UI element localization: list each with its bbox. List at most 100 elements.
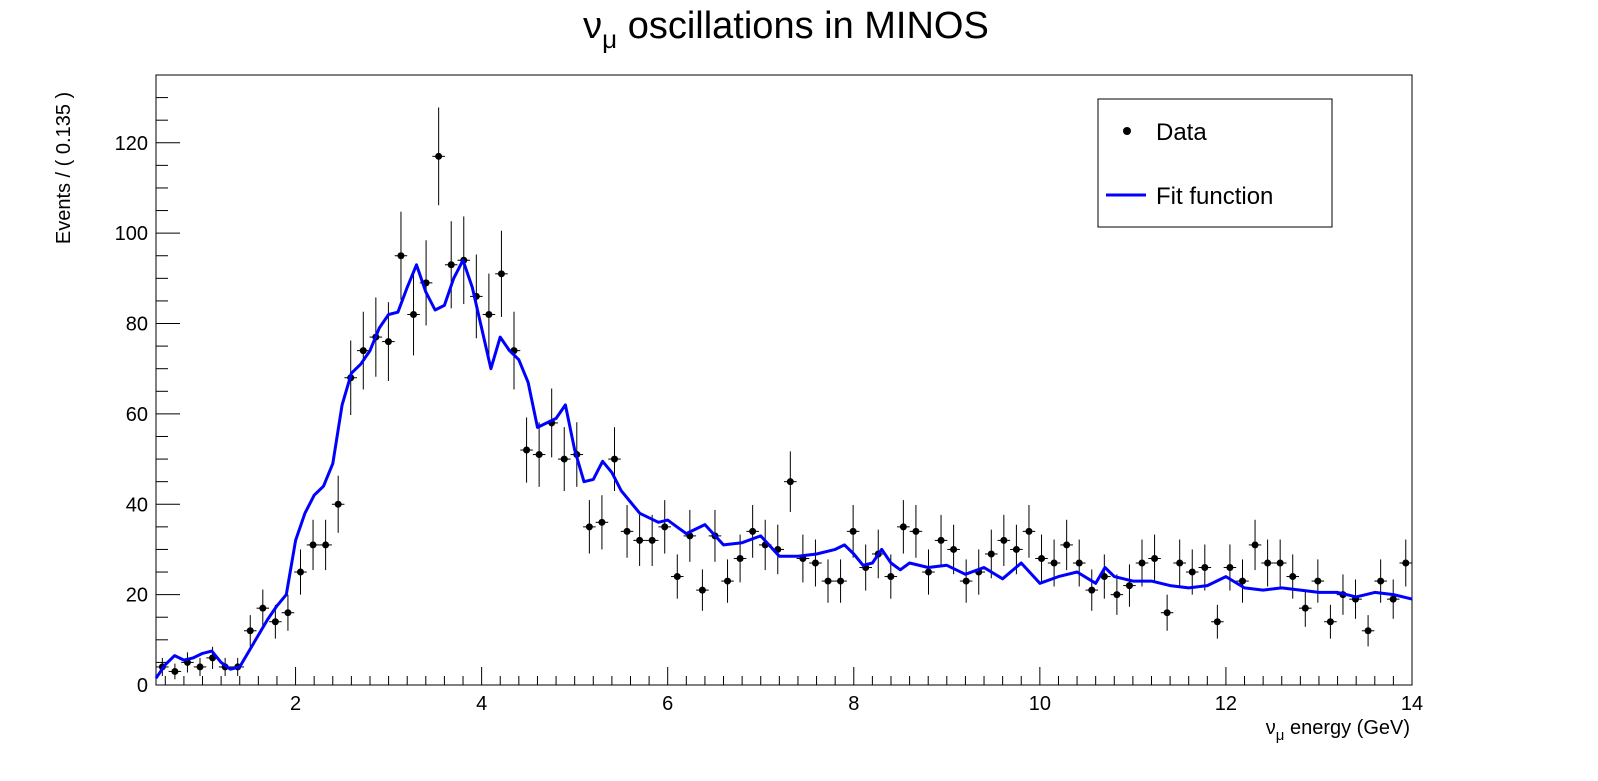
data-marker: [987, 550, 995, 558]
data-point: [482, 273, 496, 356]
data-point: [168, 663, 182, 680]
data-point: [306, 519, 320, 571]
title-nu: ν: [583, 5, 602, 47]
data-marker: [259, 604, 267, 612]
data-marker: [296, 568, 304, 576]
data-marker: [435, 152, 443, 160]
data-point: [834, 559, 847, 603]
data-marker: [950, 545, 958, 553]
data-marker: [636, 536, 644, 544]
legend-fit-label: Fit function: [1156, 183, 1273, 210]
data-marker: [937, 536, 945, 544]
data-point: [683, 509, 697, 562]
data-marker: [309, 541, 317, 549]
y-tick-label: 20: [126, 585, 148, 607]
data-point: [1148, 534, 1161, 583]
data-marker: [1025, 527, 1033, 535]
fit-layer: [154, 258, 1413, 680]
data-marker: [724, 577, 732, 585]
data-marker: [410, 310, 418, 318]
y-tick-label: 40: [126, 494, 148, 516]
data-marker: [648, 536, 656, 544]
data-marker: [1113, 591, 1121, 599]
data-point: [1399, 539, 1413, 587]
y-tick-label: 120: [115, 133, 148, 155]
data-point: [1299, 589, 1312, 627]
data-marker: [359, 347, 367, 355]
data-marker: [196, 663, 204, 671]
data-marker: [1063, 541, 1071, 549]
data-point: [671, 554, 684, 599]
data-marker: [1100, 573, 1108, 581]
data-marker: [171, 667, 179, 675]
data-point: [1098, 554, 1111, 599]
data-point: [432, 107, 445, 206]
data-marker: [1176, 559, 1184, 567]
data-point: [934, 514, 948, 566]
data-point: [557, 427, 571, 492]
data-marker: [1289, 573, 1297, 581]
data-marker: [1075, 559, 1083, 567]
title-mu-subscript: μ: [602, 24, 617, 54]
data-marker: [1301, 604, 1309, 612]
data-marker: [1264, 559, 1272, 567]
x-tick-label: 14: [1401, 693, 1423, 715]
x-tick-label: 12: [1215, 693, 1237, 715]
y-tick-label: 100: [115, 223, 148, 245]
data-marker: [1088, 586, 1096, 594]
xlabel-nu: ν: [1266, 717, 1276, 739]
data-point: [658, 500, 672, 554]
data-point: [520, 417, 533, 483]
data-marker: [1314, 577, 1322, 585]
data-point: [909, 505, 923, 558]
data-point: [294, 549, 307, 595]
data-marker: [1125, 582, 1133, 590]
data-marker: [849, 527, 857, 535]
fit-curve: [154, 258, 1413, 680]
data-marker: [887, 573, 895, 581]
data-marker: [912, 527, 920, 535]
data-point: [1361, 615, 1375, 647]
data-marker: [1326, 618, 1334, 626]
data-point: [784, 451, 797, 512]
data-point: [1374, 559, 1387, 603]
data-marker: [736, 554, 744, 562]
data-point: [821, 559, 835, 603]
data-marker: [1163, 609, 1171, 617]
chart-title: νμ oscillations in MINOS: [583, 5, 989, 54]
data-marker: [1038, 554, 1046, 562]
data-marker: [1151, 554, 1159, 562]
data-marker: [749, 527, 757, 535]
data-point: [595, 495, 609, 550]
data-point: [1236, 559, 1249, 603]
data-point: [281, 594, 295, 631]
data-point: [532, 422, 546, 487]
data-point: [357, 311, 370, 390]
data-point: [1173, 539, 1186, 587]
legend: Data Fit function: [1097, 98, 1333, 228]
data-marker: [1050, 559, 1058, 567]
data-marker: [1364, 627, 1372, 635]
x-axis-label: νμ energy (GeV): [1266, 717, 1410, 744]
data-marker: [1226, 564, 1234, 572]
data-point: [407, 273, 420, 356]
data-point: [633, 514, 646, 566]
x-tick-label: 4: [476, 693, 487, 715]
data-point: [394, 211, 408, 300]
x-tick-label: 10: [1029, 693, 1051, 715]
plot-frame: [155, 74, 1413, 686]
data-marker: [1238, 577, 1246, 585]
data-point: [721, 559, 734, 603]
data-point: [1324, 604, 1337, 639]
data-marker: [698, 586, 706, 594]
data-point: [1223, 544, 1237, 591]
data-marker: [560, 455, 568, 463]
data-point: [897, 500, 910, 554]
data-marker: [334, 500, 342, 508]
data-point: [1022, 505, 1036, 558]
data-marker: [837, 577, 845, 585]
data-marker: [1251, 541, 1259, 549]
data-marker: [786, 478, 794, 486]
x-tick-label: 8: [848, 693, 859, 715]
data-marker: [1377, 577, 1385, 585]
